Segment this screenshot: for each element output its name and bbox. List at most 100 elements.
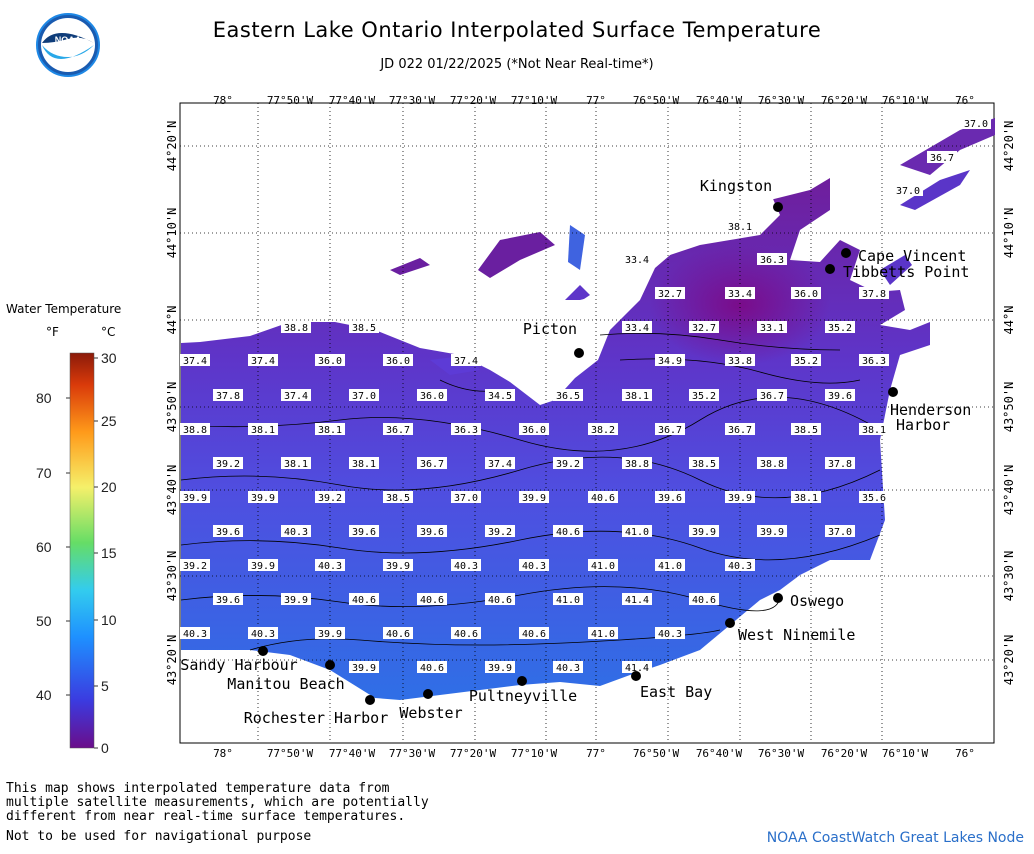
temp-label-box <box>519 627 549 639</box>
temp-label: 37.0 <box>454 493 478 504</box>
temp-label: 33.8 <box>728 356 752 367</box>
temp-label-box <box>588 423 618 435</box>
place-marker <box>725 618 735 628</box>
temp-label: 36.7 <box>728 425 752 436</box>
temp-label-box <box>757 321 787 333</box>
lon-label-top: 76°20'W <box>821 94 868 107</box>
place-label: Manitou Beach <box>227 675 344 693</box>
temp-label-box <box>689 457 719 469</box>
temp-label: 38.1 <box>625 391 649 402</box>
temp-label-box <box>485 593 515 605</box>
temp-label-box <box>349 321 379 333</box>
place-label: Oswego <box>790 592 844 610</box>
temp-label-box <box>859 287 889 299</box>
temp-label: 37.8 <box>862 289 886 300</box>
temp-label-box <box>725 423 755 435</box>
temp-label-box <box>281 593 311 605</box>
temp-label: 39.9 <box>522 493 546 504</box>
temp-label: 33.4 <box>728 289 752 300</box>
temp-label: 35.2 <box>828 323 852 334</box>
temp-label: 38.1 <box>318 425 342 436</box>
credit-link[interactable]: NOAA CoastWatch Great Lakes Node <box>766 830 1024 846</box>
temp-label: 38.8 <box>284 323 308 334</box>
temp-label: 41.4 <box>625 663 649 674</box>
temp-label-box <box>655 559 685 571</box>
temp-label: 37.0 <box>896 186 920 197</box>
temp-label-box <box>791 491 821 503</box>
temp-label-box <box>180 423 210 435</box>
temp-label: 39.9 <box>251 561 275 572</box>
temp-label: 40.6 <box>386 629 410 640</box>
temp-label: 39.9 <box>692 527 716 538</box>
temp-label-box <box>553 389 583 401</box>
temp-label: 38.1 <box>862 425 886 436</box>
legend-c-tick: 20 <box>101 479 117 495</box>
temp-label: 40.6 <box>488 595 512 606</box>
temp-label: 39.9 <box>251 493 275 504</box>
temp-label: 36.7 <box>658 425 682 436</box>
lon-label-bottom: 77°40'W <box>329 747 376 760</box>
lon-label-bottom: 76°50'W <box>633 747 680 760</box>
temp-label: 38.1 <box>284 459 308 470</box>
lon-label-top: 77°20'W <box>450 94 497 107</box>
temp-label-box <box>622 525 652 537</box>
temp-label: 39.9 <box>386 561 410 572</box>
temp-label-box <box>485 661 515 673</box>
temp-label: 39.9 <box>760 527 784 538</box>
temp-label: 37.4 <box>251 356 275 367</box>
place-label: Tibbetts Point <box>843 263 969 281</box>
temp-label-box <box>519 559 549 571</box>
temp-label-box <box>213 525 243 537</box>
temp-label: 38.2 <box>591 425 615 436</box>
lat-label-left: 43°50'N <box>165 382 179 433</box>
temp-label-box <box>689 389 719 401</box>
temp-label-box <box>622 661 652 673</box>
lon-label-top: 77°30'W <box>389 94 436 107</box>
temp-label: 36.0 <box>420 391 444 402</box>
temp-label-box <box>451 354 481 366</box>
temp-label-box <box>485 525 515 537</box>
temp-label: 40.3 <box>556 663 580 674</box>
temp-label: 40.6 <box>420 595 444 606</box>
lon-label-bottom: 76°30'W <box>758 747 805 760</box>
temp-label-box <box>248 627 278 639</box>
temp-label-box <box>825 457 855 469</box>
temp-label-box <box>180 354 210 366</box>
temp-label-box <box>757 389 787 401</box>
disclaimer-note: This map shows interpolated temperature … <box>6 782 466 824</box>
temp-label: 39.9 <box>284 595 308 606</box>
temp-label-box <box>315 627 345 639</box>
temp-label: 40.3 <box>284 527 308 538</box>
temp-label-box <box>961 117 991 129</box>
lat-label-right: 43°40'N <box>1002 465 1016 516</box>
temp-label-box <box>451 627 481 639</box>
lon-label-top: 76°40'W <box>696 94 743 107</box>
lon-label-bottom: 76° <box>955 747 975 760</box>
temp-label: 39.2 <box>216 459 240 470</box>
temp-label-box <box>588 559 618 571</box>
temp-label: 39.2 <box>488 527 512 538</box>
temp-label: 36.7 <box>930 153 954 164</box>
temp-label: 35.2 <box>692 391 716 402</box>
temp-label: 39.9 <box>183 493 207 504</box>
temp-label-box <box>725 220 755 232</box>
temp-label: 37.4 <box>183 356 207 367</box>
temp-label: 38.1 <box>794 493 818 504</box>
place-marker <box>773 593 783 603</box>
place-label: Cape Vincent <box>858 247 966 265</box>
place-label: Harbor <box>896 416 950 434</box>
temp-label-box <box>349 593 379 605</box>
map-subtitle: JD 022 01/22/2025 (*Not Near Real-time*) <box>380 57 654 72</box>
temp-label: 40.3 <box>728 561 752 572</box>
temp-label: 38.5 <box>352 323 376 334</box>
temp-label-box <box>248 491 278 503</box>
lon-label-bottom: 78° <box>213 747 233 760</box>
temp-label: 41.0 <box>556 595 580 606</box>
temp-label-box <box>622 389 652 401</box>
legend-f-tick: 70 <box>36 465 52 481</box>
place-label: Pultneyville <box>469 687 577 705</box>
temp-label-box <box>213 389 243 401</box>
temp-label-box <box>315 559 345 571</box>
temp-label: 38.1 <box>352 459 376 470</box>
